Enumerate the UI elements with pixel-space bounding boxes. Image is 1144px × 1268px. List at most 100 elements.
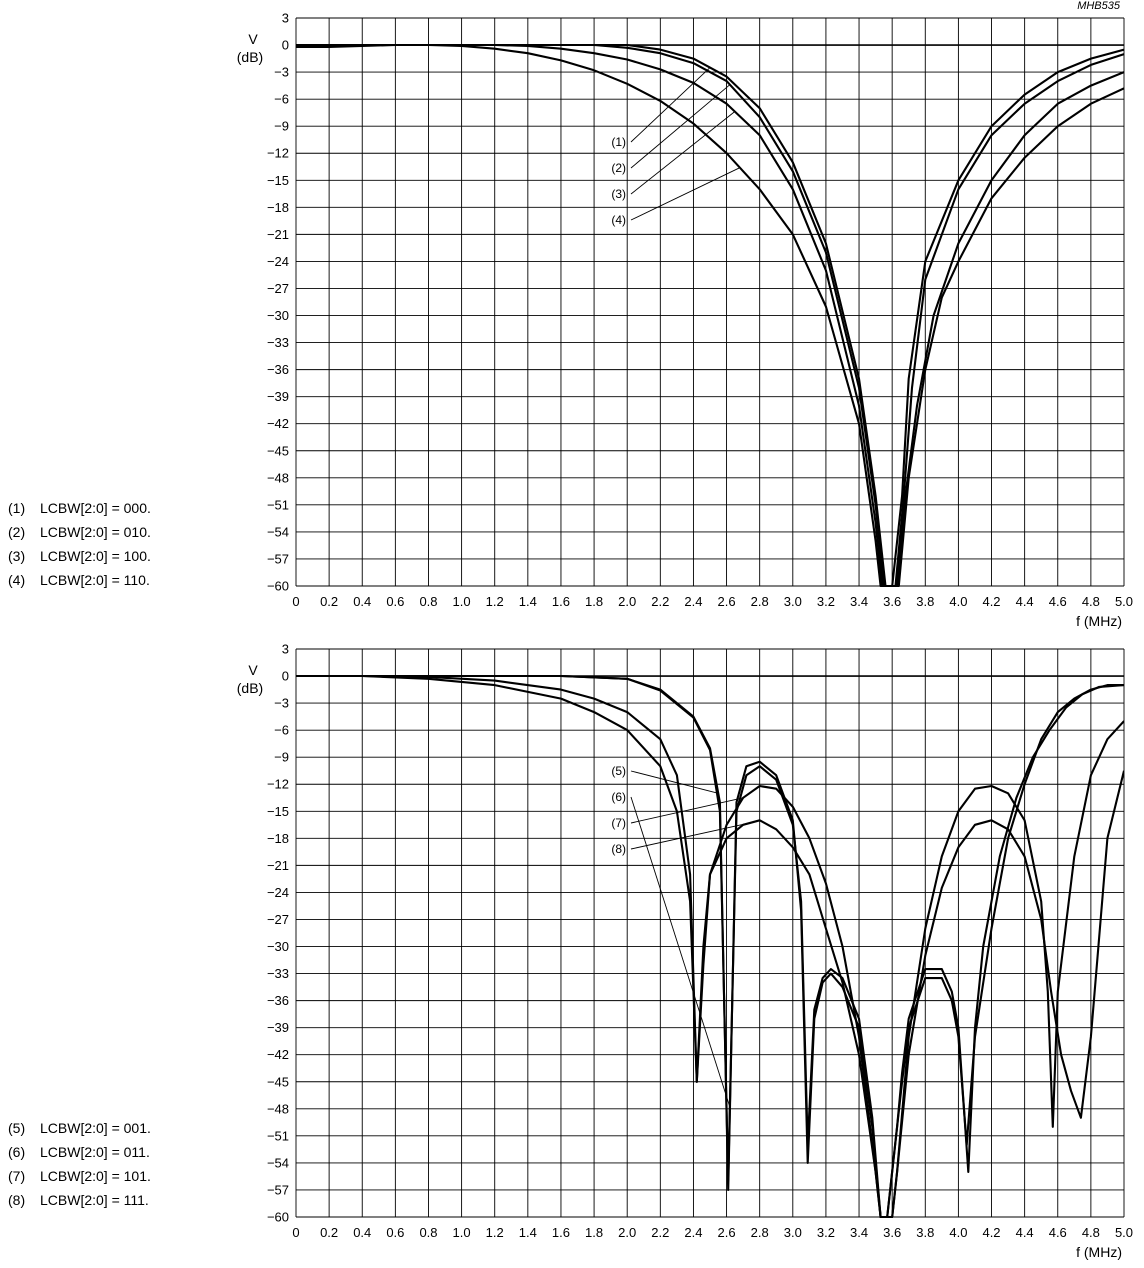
x-tick-label: 3.0 xyxy=(784,594,802,609)
y-tick-label: −27 xyxy=(267,281,289,296)
y-tick-label: −51 xyxy=(267,1128,289,1143)
y-tick-label: −12 xyxy=(267,777,289,792)
x-tick-label: 2.6 xyxy=(718,594,736,609)
y-tick-label: −45 xyxy=(267,1074,289,1089)
legend-item: (1) LCBW[2:0] = 000. xyxy=(8,500,151,516)
series-line-6 xyxy=(296,674,1124,1219)
y-tick-label: −30 xyxy=(267,939,289,954)
x-tick-label: 4.2 xyxy=(982,594,1000,609)
y-tick-label: −21 xyxy=(267,858,289,873)
legend-bottom: (5) LCBW[2:0] = 001. (6) LCBW[2:0] = 011. … xyxy=(8,1116,151,1212)
x-tick-label: 3.8 xyxy=(916,1225,934,1240)
x-tick-label: 0.2 xyxy=(320,594,338,609)
y-tick-label: −48 xyxy=(267,1101,289,1116)
callout-label: (7) xyxy=(611,816,626,830)
callout-label: (6) xyxy=(611,790,626,804)
legend-top: (1) LCBW[2:0] = 000. (2) LCBW[2:0] = 010. … xyxy=(8,496,151,592)
x-tick-label: 0.8 xyxy=(419,594,437,609)
x-tick-label: 0.6 xyxy=(386,1225,404,1240)
y-tick-label: −12 xyxy=(267,146,289,161)
callout-leader xyxy=(630,67,711,143)
y-tick-label: −54 xyxy=(267,524,289,539)
y-tick-label: −18 xyxy=(267,200,289,215)
legend-item: (4) LCBW[2:0] = 110. xyxy=(8,572,150,588)
x-tick-label: 4.6 xyxy=(1049,1225,1067,1240)
x-tick-label: 4.8 xyxy=(1082,594,1100,609)
y-tick-label: 0 xyxy=(282,669,289,684)
x-tick-label: 2.0 xyxy=(618,1225,636,1240)
callout-leader xyxy=(630,770,719,794)
callout-leader xyxy=(630,797,744,824)
x-tick-label: 2.4 xyxy=(684,594,702,609)
x-tick-label: 2.6 xyxy=(718,1225,736,1240)
y-tick-label: −18 xyxy=(267,831,289,846)
y-tick-label: −60 xyxy=(267,1210,289,1225)
y-tick-label: −36 xyxy=(267,362,289,377)
x-tick-label: 1.8 xyxy=(585,1225,603,1240)
y-tick-label: −30 xyxy=(267,308,289,323)
x-tick-label: 3.6 xyxy=(883,594,901,609)
x-tick-label: 4.0 xyxy=(949,1225,967,1240)
y-tick-label: −6 xyxy=(274,92,289,107)
x-tick-label: 3.4 xyxy=(850,594,868,609)
y-tick-label: −15 xyxy=(267,173,289,188)
callout-leader xyxy=(630,111,736,195)
x-tick-label: 4.0 xyxy=(949,594,967,609)
x-tick-label: 1.6 xyxy=(552,594,570,609)
y-tick-label: −24 xyxy=(267,254,289,269)
callout-leader xyxy=(630,796,731,1108)
x-tick-label: 1.0 xyxy=(453,594,471,609)
y-axis-unit: (dB) xyxy=(237,680,263,696)
y-tick-label: −57 xyxy=(267,1182,289,1197)
y-tick-label: −39 xyxy=(267,1020,289,1035)
y-tick-label: −51 xyxy=(267,497,289,512)
x-tick-label: 0.2 xyxy=(320,1225,338,1240)
legend-item: (5) LCBW[2:0] = 001. xyxy=(8,1120,151,1136)
chart-bottom: 0 0.2 0.4 0.6 0.8 1.0 1.2 1.4 1.6 1.8 2.0 2.2 2.4 2.6… xyxy=(237,642,1133,1261)
series-line-8 xyxy=(296,674,1124,1219)
series-line-4 xyxy=(296,43,1124,588)
x-tick-label: 1.4 xyxy=(519,594,537,609)
callout-leader xyxy=(630,167,741,221)
x-axis-label: f (MHz) xyxy=(1076,1244,1122,1260)
series-line-7 xyxy=(296,674,1124,1219)
legend-item: (8) LCBW[2:0] = 111. xyxy=(8,1192,149,1208)
y-axis-unit: (dB) xyxy=(237,49,263,65)
x-tick-label: 2.8 xyxy=(751,1225,769,1240)
y-tick-label: −39 xyxy=(267,389,289,404)
x-tick-label: 1.2 xyxy=(486,1225,504,1240)
y-axis-symbol: V xyxy=(248,31,258,47)
callout-label: (1) xyxy=(611,135,626,149)
x-tick-label: 2.2 xyxy=(651,1225,669,1240)
x-tick-label: 5.0 xyxy=(1115,594,1133,609)
x-tick-label: 1.8 xyxy=(585,594,603,609)
y-tick-label: 3 xyxy=(282,642,289,657)
y-tick-label: −27 xyxy=(267,912,289,927)
y-tick-label: −3 xyxy=(274,696,289,711)
x-tick-label: 0.6 xyxy=(386,594,404,609)
chart-top: 0 0.2 0.4 0.6 0.8 1.0 1.2 1.4 1.6 1.8 2.0 2.2 2.4 2.6… xyxy=(237,11,1133,630)
x-tick-label: 0.8 xyxy=(419,1225,437,1240)
y-tick-label: −21 xyxy=(267,227,289,242)
y-axis-symbol: V xyxy=(248,662,258,678)
x-tick-label: 0.4 xyxy=(353,594,371,609)
legend-item: (2) LCBW[2:0] = 010. xyxy=(8,524,151,540)
callout-label: (8) xyxy=(611,842,626,856)
callout-leader xyxy=(630,822,752,850)
x-tick-label: 0.4 xyxy=(353,1225,371,1240)
x-tick-label: 0 xyxy=(292,1225,299,1240)
y-tick-label: −60 xyxy=(267,579,289,594)
x-tick-label: 3.8 xyxy=(916,594,934,609)
y-tick-label: −9 xyxy=(274,119,289,134)
figure-code: MHB535 xyxy=(1077,0,1121,12)
x-tick-label: 2.4 xyxy=(684,1225,702,1240)
x-tick-label: 3.2 xyxy=(817,1225,835,1240)
y-tick-label: −54 xyxy=(267,1155,289,1170)
x-tick-label: 1.0 xyxy=(453,1225,471,1240)
x-tick-label: 5.0 xyxy=(1115,1225,1133,1240)
callout-label: (4) xyxy=(611,213,626,227)
x-tick-label: 4.4 xyxy=(1016,594,1034,609)
x-tick-label: 1.2 xyxy=(486,594,504,609)
y-tick-label: −57 xyxy=(267,551,289,566)
